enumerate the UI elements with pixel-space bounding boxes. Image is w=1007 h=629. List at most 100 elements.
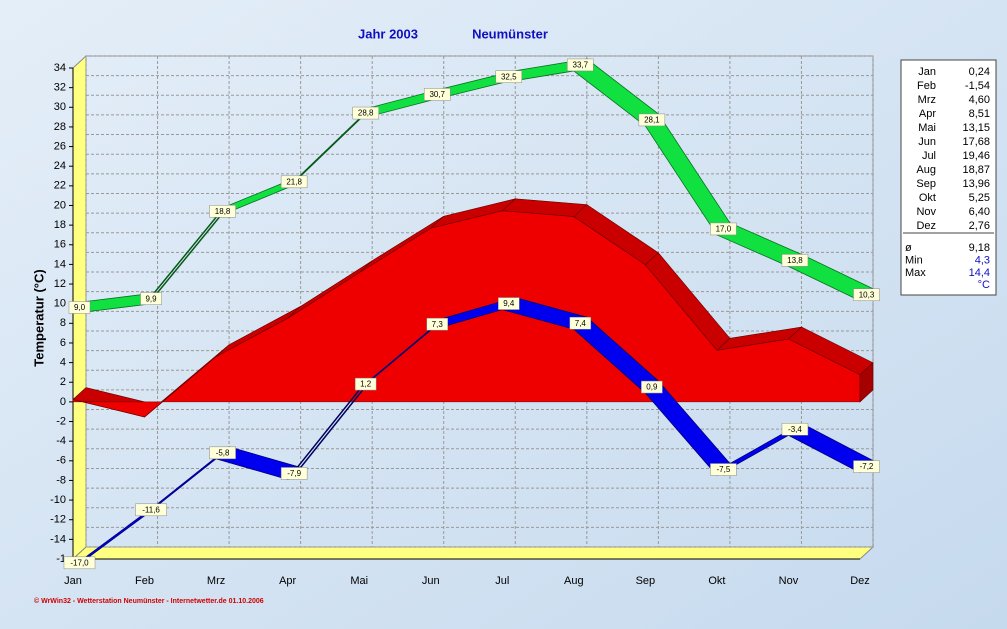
y-tick-label: 16 [54,239,66,251]
x-tick-label: Jun [422,575,440,587]
y-tick-label: 20 [54,199,66,211]
data-label-box [63,556,96,570]
x-tick-label: Mai [350,575,368,587]
data-label: 30,7 [429,90,445,99]
data-label: 33,7 [573,61,589,70]
x-tick-label: Nov [779,575,799,587]
side-table [900,59,997,296]
footer: © WrWin32 - Wetterstation Neumünster - I… [34,597,264,605]
data-label-box [781,423,809,436]
data-label: -7,9 [287,469,301,478]
data-label-box [567,58,594,72]
data-label: 28,1 [644,116,660,125]
summary-value: 9,18 [969,242,990,254]
y-tick-label: 30 [54,101,66,113]
data-label-box [641,380,663,394]
data-label: 17,0 [716,225,732,234]
y-tick-label: 6 [60,337,66,349]
y-tick-label: 26 [54,140,66,152]
data-label: -7,5 [717,465,731,474]
data-label: 7,3 [432,320,444,329]
data-label-box [498,297,520,310]
data-label-box [209,446,236,460]
y-tick-label: 2 [60,376,66,388]
y-tick-label: 0 [60,396,66,408]
chart-subtitle: Neumünster [472,26,548,41]
y-tick-label: -12 [50,514,66,526]
side-value: -1,54 [965,80,990,92]
data-label: -7,2 [860,462,874,471]
side-value: 8,51 [969,108,990,120]
side-month: Nov [916,206,936,218]
data-label: 7,4 [575,319,587,328]
side-value: 13,15 [962,122,990,134]
side-value: 17,68 [962,136,990,148]
y-tick-label: 24 [54,160,66,172]
x-tick-label: Feb [135,575,154,587]
data-label-box [426,317,448,331]
summary-label: ø [905,242,912,254]
side-month: Okt [919,192,936,204]
data-label: 18,8 [215,207,231,216]
data-label: 9,4 [503,299,515,308]
side-value: 19,46 [962,150,990,162]
data-label: 10,3 [859,290,875,299]
x-tick-label: Jan [64,575,82,587]
summary-label: Min [905,254,923,266]
side-value: 13,96 [962,178,990,190]
side-month: Jan [918,66,936,78]
data-label: -17,0 [70,558,89,567]
y-tick-label: 14 [54,258,66,270]
side-month: Aug [916,164,936,176]
y-tick-label: 12 [54,278,66,290]
data-label-box [423,88,451,101]
plot: -1-14-12-10-8-6-4-2024681012141618202224… [50,54,880,587]
summary-value: 14,4 [969,267,990,279]
summary-value: 4,3 [975,254,990,266]
data-label-box [710,222,737,236]
side-month: Jun [918,136,936,148]
summary-unit: °C [978,279,990,291]
y-tick-label: -6 [56,455,66,467]
data-label: -5,8 [216,448,230,457]
data-label-box [638,113,666,127]
side-value: 2,76 [969,220,990,232]
y-tick-label: 32 [54,82,66,94]
y-tick-label: 22 [54,180,66,192]
data-label: 9,0 [74,303,86,312]
y-tick-label: -10 [50,494,66,506]
data-label-box [280,467,308,480]
y-tick-label: 18 [54,219,66,231]
side-month: Apr [919,108,936,120]
x-tick-label: Mrz [207,575,225,587]
data-label: 28,8 [358,109,374,118]
data-label: 13,8 [787,256,803,265]
y-tick-label: -14 [50,533,66,545]
x-tick-label: Aug [564,575,584,587]
data-label-box [135,503,167,517]
data-label: -3,4 [788,425,802,434]
side-month: Jul [922,150,936,162]
y-tick-label: -1 [56,553,66,565]
data-label-box [280,175,308,189]
area-side [859,362,874,403]
data-label-box [495,70,523,83]
y-tick-label: -8 [56,474,66,486]
side-value: 18,87 [962,164,990,176]
data-label-box [352,106,379,120]
side-table-content: Jan 0,24 Feb -1,54 Mrz 4,60 Apr 8,51 Mai 13,15 Jun… [905,66,990,291]
side-value: 6,40 [969,206,990,218]
side-value: 4,60 [969,94,990,106]
data-label: 9,9 [145,294,157,303]
y-tick-label: 10 [54,298,66,310]
data-label: -11,6 [142,505,160,514]
side-month: Dez [916,220,936,232]
data-label: 32,5 [501,72,517,81]
chart-title: Jahr 2003 [358,26,418,41]
x-tick-label: Apr [279,575,296,587]
side-month: Mrz [918,94,936,106]
x-tick-label: Jul [495,575,509,587]
x-tick-label: Dez [850,575,870,587]
side-value: 5,25 [969,192,990,204]
